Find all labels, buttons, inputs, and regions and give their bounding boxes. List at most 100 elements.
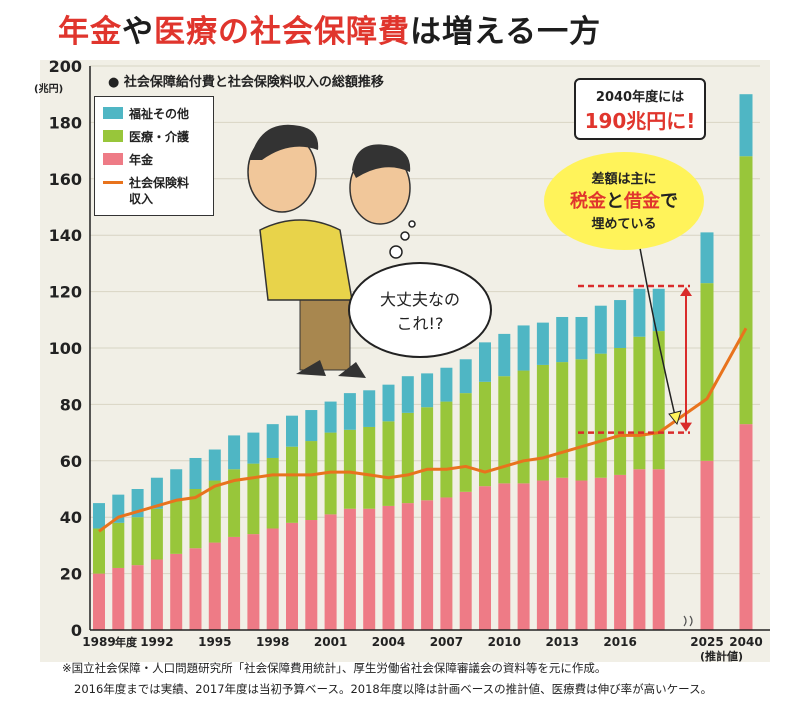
bar-medical: [131, 517, 144, 566]
bar-welfare: [440, 367, 453, 402]
bar-medical: [575, 359, 588, 481]
legend-swatch-insurance: [103, 181, 123, 184]
x-tick-label: 2040: [729, 635, 762, 649]
bar-medical: [498, 376, 511, 484]
bar-medical: [150, 508, 163, 560]
bar-pension: [517, 483, 530, 630]
bar-welfare: [324, 401, 337, 433]
bar-pension: [498, 483, 511, 630]
thought-dot: [408, 220, 416, 228]
bar-pension: [286, 522, 298, 630]
bar-welfare: [228, 435, 241, 470]
legend-label-insurance-2: 収入: [129, 192, 154, 206]
bar-medical: [343, 429, 356, 509]
bar-medical: [459, 393, 472, 492]
bar-pension: [93, 573, 105, 630]
bar-welfare: [150, 477, 163, 509]
y-tick-label: 140: [49, 226, 82, 245]
bar-medical: [614, 348, 627, 475]
chart-subtitle: ● 社会保障給付費と社会保険料収入の総額推移: [108, 75, 384, 90]
speech-line2: これ!?: [396, 314, 444, 333]
bar-pension: [189, 548, 202, 630]
man-hair-right: [352, 144, 411, 178]
bar-medical: [700, 283, 714, 461]
bar-medical: [382, 421, 395, 506]
footnote-line1: ※国立社会保障・人口問題研究所「社会保障費用統計」、厚生労働省社会保障審議会の資…: [62, 661, 607, 675]
bar-medical: [594, 353, 607, 478]
x-tick-label: 1998: [256, 635, 289, 649]
bar-welfare: [363, 390, 376, 427]
callout-pointer-head: [668, 410, 682, 426]
man-illustration: [247, 124, 411, 378]
bar-medical: [189, 489, 202, 549]
bar-medical: [247, 463, 260, 535]
bar-welfare: [479, 342, 491, 382]
bar-pension: [305, 520, 318, 630]
bar-welfare: [421, 373, 434, 408]
bar-pension: [382, 505, 395, 630]
y-tick-label: 160: [49, 170, 82, 189]
y-tick-label: 120: [49, 283, 82, 302]
bar-welfare: [556, 316, 569, 363]
x-tick-label: 2010: [488, 635, 521, 649]
bar-welfare: [517, 325, 530, 371]
bar-welfare: [536, 322, 549, 365]
thought-dot: [389, 245, 403, 259]
bar-medical: [208, 480, 221, 543]
y-tick-label: 80: [60, 395, 82, 414]
bar-pension: [633, 469, 646, 630]
bar-medical: [170, 500, 183, 554]
legend-label-welfare: 福祉その他: [129, 107, 190, 121]
bar-medical: [305, 441, 318, 521]
legend-swatch-pension: [103, 153, 123, 165]
bar-welfare: [343, 393, 356, 430]
axis-break-mark: [683, 615, 693, 627]
legend-swatch-welfare: [103, 107, 123, 119]
bar-pension: [421, 500, 434, 630]
bar-pension: [479, 486, 491, 630]
bar-welfare: [614, 300, 627, 348]
x-tick-label: 1992: [140, 635, 173, 649]
callout-2040: 2040年度には 190兆円に!: [574, 78, 706, 140]
callout-gap-line2: 税金と借金で: [570, 191, 678, 212]
bar-medical: [556, 362, 569, 478]
bar-welfare: [498, 333, 511, 377]
bar-welfare: [189, 457, 202, 489]
bar-pension: [247, 534, 260, 630]
callout-gap: 差額は主に 税金と借金で 埋めている: [544, 152, 704, 250]
bar-welfare: [459, 359, 472, 394]
bar-pension: [208, 542, 221, 630]
bar-pension: [228, 536, 241, 630]
bar-pension: [739, 424, 753, 630]
legend: 福祉その他 医療・介護 年金 社会保険料 収入: [94, 96, 214, 216]
y-tick-label: 0: [71, 621, 82, 640]
bar-medical: [93, 528, 105, 574]
bar-medical: [363, 426, 376, 509]
bar-pension: [112, 567, 125, 630]
legend-label-medical: 医療・介護: [129, 130, 190, 144]
bar-welfare: [382, 384, 395, 422]
y-axis-unit: (兆円): [34, 84, 64, 95]
bar-welfare: [700, 232, 714, 284]
legend-label-pension: 年金: [129, 153, 154, 167]
bar-medical: [479, 381, 491, 487]
bar-pension: [131, 565, 144, 630]
bar-medical: [421, 407, 434, 501]
bar-welfare: [208, 449, 221, 481]
bar-medical: [739, 156, 753, 425]
man-hair-left: [250, 124, 319, 160]
bar-pension: [594, 477, 607, 630]
y-tick-label: 20: [60, 565, 82, 584]
bar-pension: [459, 491, 472, 630]
bar-pension: [343, 508, 356, 630]
callout-gap-line1: 差額は主に: [591, 172, 657, 187]
bar-welfare: [401, 376, 414, 413]
callout-pointer: [639, 247, 677, 421]
y-tick-label: 200: [49, 57, 82, 76]
speech-bubble: 大丈夫なの これ!?: [348, 262, 492, 358]
bar-pension: [363, 508, 376, 630]
callout-2040-line1: 2040年度には: [595, 90, 685, 105]
bar-pension: [266, 528, 279, 630]
